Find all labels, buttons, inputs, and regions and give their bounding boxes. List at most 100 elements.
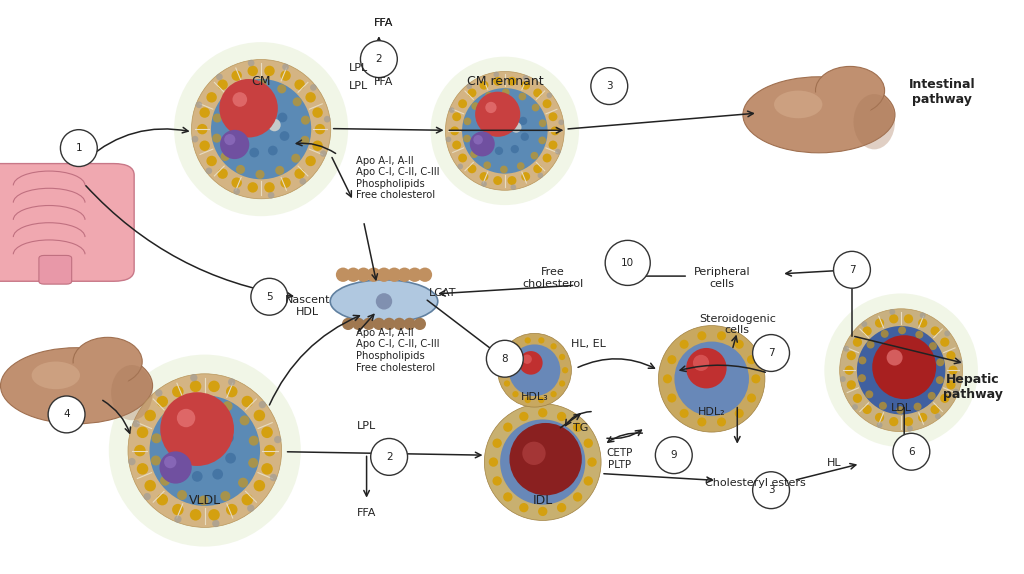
Text: Nascent
HDL: Nascent HDL bbox=[285, 295, 330, 317]
Ellipse shape bbox=[531, 104, 540, 111]
Ellipse shape bbox=[232, 118, 243, 127]
Ellipse shape bbox=[222, 401, 232, 411]
Ellipse shape bbox=[393, 318, 406, 330]
Ellipse shape bbox=[157, 396, 168, 408]
Ellipse shape bbox=[551, 343, 557, 350]
Ellipse shape bbox=[521, 81, 530, 90]
Text: 5: 5 bbox=[266, 292, 272, 302]
Ellipse shape bbox=[929, 342, 937, 350]
Ellipse shape bbox=[216, 73, 223, 80]
Ellipse shape bbox=[197, 124, 208, 134]
Ellipse shape bbox=[471, 102, 479, 110]
Ellipse shape bbox=[539, 397, 545, 403]
Ellipse shape bbox=[663, 374, 672, 383]
Ellipse shape bbox=[280, 131, 290, 141]
Text: Peripheral
cells: Peripheral cells bbox=[693, 267, 751, 289]
Ellipse shape bbox=[475, 92, 520, 137]
Ellipse shape bbox=[233, 188, 240, 195]
Ellipse shape bbox=[946, 380, 955, 390]
Ellipse shape bbox=[445, 137, 452, 142]
Ellipse shape bbox=[862, 327, 871, 336]
Text: 2: 2 bbox=[376, 54, 382, 64]
Ellipse shape bbox=[538, 507, 548, 516]
Ellipse shape bbox=[248, 182, 258, 193]
Ellipse shape bbox=[186, 422, 198, 432]
Ellipse shape bbox=[530, 152, 539, 160]
Ellipse shape bbox=[468, 164, 476, 173]
Text: 7: 7 bbox=[849, 265, 855, 275]
Ellipse shape bbox=[907, 385, 915, 393]
Ellipse shape bbox=[501, 367, 507, 373]
Ellipse shape bbox=[73, 338, 142, 386]
Ellipse shape bbox=[278, 84, 287, 94]
Text: HL: HL bbox=[827, 458, 842, 468]
Ellipse shape bbox=[174, 42, 348, 216]
Ellipse shape bbox=[557, 412, 566, 421]
Ellipse shape bbox=[254, 410, 265, 421]
Ellipse shape bbox=[847, 351, 856, 360]
Ellipse shape bbox=[247, 505, 255, 512]
Ellipse shape bbox=[588, 457, 597, 467]
Text: 8: 8 bbox=[502, 354, 508, 364]
Ellipse shape bbox=[494, 176, 502, 185]
Ellipse shape bbox=[464, 118, 471, 125]
Ellipse shape bbox=[238, 83, 247, 92]
Ellipse shape bbox=[752, 374, 761, 383]
Ellipse shape bbox=[300, 136, 309, 145]
Ellipse shape bbox=[889, 314, 898, 324]
Ellipse shape bbox=[217, 168, 227, 179]
Ellipse shape bbox=[150, 395, 260, 506]
Ellipse shape bbox=[207, 92, 217, 103]
Ellipse shape bbox=[915, 356, 925, 364]
Ellipse shape bbox=[373, 318, 385, 330]
Ellipse shape bbox=[248, 60, 255, 67]
Ellipse shape bbox=[485, 92, 493, 99]
Ellipse shape bbox=[342, 318, 354, 330]
Ellipse shape bbox=[236, 165, 245, 174]
Ellipse shape bbox=[658, 325, 765, 432]
Ellipse shape bbox=[251, 110, 263, 122]
Ellipse shape bbox=[60, 130, 97, 166]
Ellipse shape bbox=[466, 83, 472, 89]
Ellipse shape bbox=[201, 395, 211, 406]
Ellipse shape bbox=[928, 392, 936, 400]
Ellipse shape bbox=[936, 376, 944, 384]
Ellipse shape bbox=[898, 326, 906, 334]
Ellipse shape bbox=[243, 117, 255, 129]
Ellipse shape bbox=[191, 60, 331, 199]
Ellipse shape bbox=[251, 278, 288, 315]
Ellipse shape bbox=[196, 102, 202, 108]
Ellipse shape bbox=[488, 457, 498, 467]
Ellipse shape bbox=[524, 397, 530, 403]
Ellipse shape bbox=[228, 378, 236, 386]
Ellipse shape bbox=[261, 426, 272, 438]
Ellipse shape bbox=[891, 386, 899, 395]
Ellipse shape bbox=[904, 314, 913, 324]
Ellipse shape bbox=[857, 326, 945, 414]
Ellipse shape bbox=[512, 343, 518, 350]
Ellipse shape bbox=[680, 340, 689, 349]
Ellipse shape bbox=[232, 92, 247, 107]
Ellipse shape bbox=[281, 71, 291, 81]
Ellipse shape bbox=[356, 267, 371, 282]
Ellipse shape bbox=[697, 331, 707, 340]
Ellipse shape bbox=[872, 335, 936, 399]
Text: Steroidogenic
cells: Steroidogenic cells bbox=[698, 313, 776, 335]
Ellipse shape bbox=[493, 439, 502, 448]
Ellipse shape bbox=[220, 491, 230, 501]
Ellipse shape bbox=[248, 65, 258, 76]
Ellipse shape bbox=[211, 79, 311, 179]
Ellipse shape bbox=[220, 130, 249, 159]
Ellipse shape bbox=[862, 405, 871, 414]
Ellipse shape bbox=[495, 147, 503, 155]
Ellipse shape bbox=[312, 141, 323, 151]
Ellipse shape bbox=[746, 355, 756, 364]
Ellipse shape bbox=[559, 354, 565, 360]
Ellipse shape bbox=[512, 391, 518, 397]
Ellipse shape bbox=[508, 176, 516, 185]
Ellipse shape bbox=[717, 331, 726, 340]
Ellipse shape bbox=[915, 331, 924, 339]
Ellipse shape bbox=[504, 354, 510, 360]
Ellipse shape bbox=[208, 509, 220, 521]
Ellipse shape bbox=[205, 430, 219, 444]
